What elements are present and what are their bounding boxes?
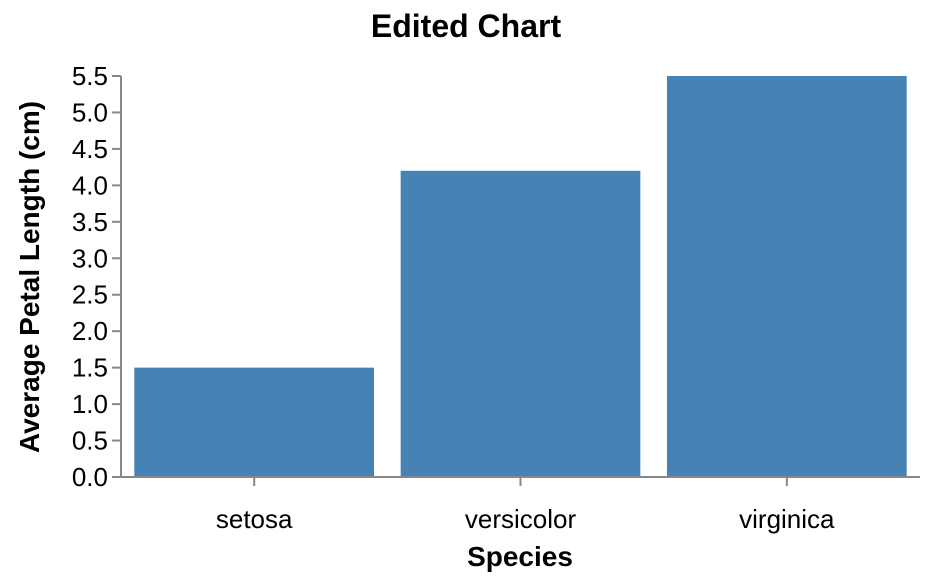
y-tick-label: 5.0 — [72, 97, 108, 127]
y-tick-label: 5.5 — [72, 61, 108, 91]
y-tick-label: 2.0 — [72, 316, 108, 346]
bar-versicolor — [400, 170, 641, 478]
y-tick-label: 1.5 — [72, 353, 108, 383]
plot-area: 0.0 0.5 1.0 1.5 2.0 2.5 3.0 3.5 4.0 4.5 5.0 5.5 seto… — [72, 61, 920, 534]
y-tick-label: 2.5 — [72, 280, 108, 310]
y-tick-label: 4.0 — [72, 170, 108, 200]
y-tick-label: 3.0 — [72, 243, 108, 273]
x-tick-label: setosa — [216, 504, 293, 534]
y-tick-label: 0.5 — [72, 426, 108, 456]
y-tick-label: 4.5 — [72, 134, 108, 164]
bar-setosa — [134, 367, 375, 477]
y-tick-label: 3.5 — [72, 207, 108, 237]
x-tick-label: versicolor — [465, 504, 577, 534]
y-tick-label: 0.0 — [72, 462, 108, 492]
y-tick-label: 1.0 — [72, 389, 108, 419]
chart-title: Edited Chart — [371, 8, 562, 44]
y-axis-title: Average Petal Length (cm) — [14, 101, 45, 453]
bar-virginica — [666, 76, 907, 477]
x-tick-label: virginica — [739, 504, 835, 534]
x-axis-title: Species — [467, 541, 573, 572]
